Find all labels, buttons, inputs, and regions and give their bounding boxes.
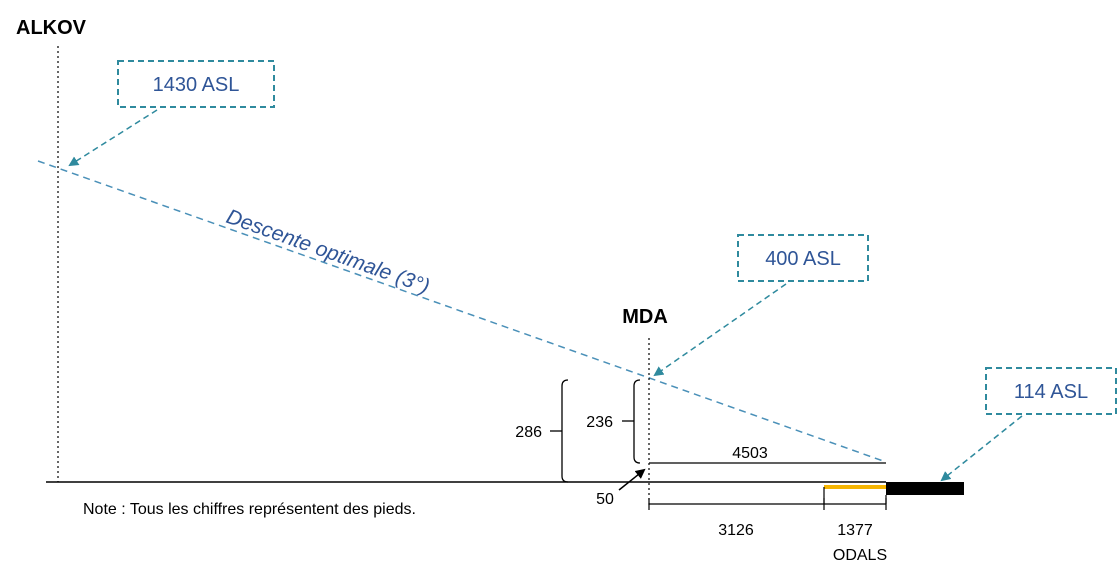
alkov-label: ALKOV	[16, 17, 87, 39]
callout-mda-alt: 400 ASL	[765, 248, 841, 270]
dim-3126: 3126	[718, 522, 754, 539]
callout-arrow-threshold	[940, 415, 1023, 482]
callout-arrow-alkov	[68, 109, 158, 167]
dim-1377: 1377	[837, 522, 873, 539]
callout-arrow-mda	[653, 283, 787, 377]
dim-286: 286	[515, 424, 542, 441]
note-text: Note : Tous les chiffres représentent de…	[83, 501, 416, 518]
bracket-286	[561, 379, 569, 483]
dim-236: 236	[586, 414, 613, 431]
runway	[886, 482, 964, 495]
descent-slope-line	[37, 160, 887, 463]
odals-label: ODALS	[833, 547, 887, 564]
callout-box-mda	[737, 234, 869, 282]
offset-arrow	[618, 468, 646, 491]
callout-alkov-alt: 1430 ASL	[153, 74, 240, 96]
bracket-236	[633, 379, 641, 464]
callout-box-threshold	[985, 367, 1117, 415]
slope-label: Descente optimale (3°)	[223, 205, 432, 298]
mda-label: MDA	[622, 306, 668, 328]
callout-threshold-alt: 114 ASL	[1014, 381, 1088, 403]
dim-4503: 4503	[732, 445, 768, 462]
dim-50: 50	[596, 491, 614, 508]
callout-box-alkov	[117, 60, 275, 108]
